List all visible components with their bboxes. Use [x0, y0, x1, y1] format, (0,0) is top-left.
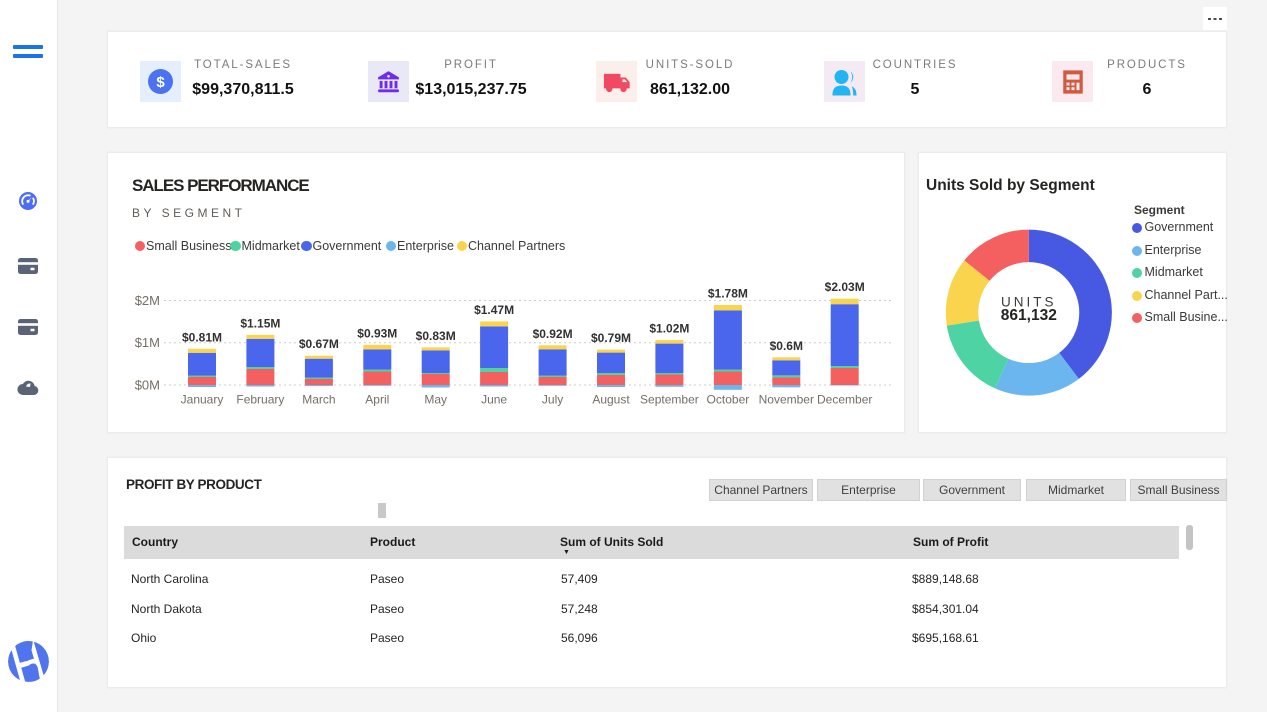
- svg-text:January: January: [181, 393, 224, 407]
- svg-text:861,132: 861,132: [1001, 307, 1057, 324]
- svg-text:$0M: $0M: [135, 378, 160, 393]
- svg-text:December: December: [817, 393, 872, 407]
- svg-text:February: February: [236, 393, 284, 407]
- svg-text:$0.92M: $0.92M: [533, 327, 573, 341]
- svg-text:$1.78M: $1.78M: [708, 287, 748, 301]
- svg-text:$1.47M: $1.47M: [474, 303, 514, 317]
- svg-text:July: July: [542, 393, 563, 407]
- svg-text:$0.93M: $0.93M: [357, 326, 397, 340]
- svg-text:UNITS: UNITS: [1001, 294, 1057, 309]
- svg-text:October: October: [707, 393, 750, 407]
- svg-text:April: April: [365, 393, 389, 407]
- svg-text:May: May: [424, 393, 447, 407]
- svg-text:June: June: [481, 393, 507, 407]
- svg-text:November: November: [759, 393, 814, 407]
- svg-text:August: August: [592, 393, 630, 407]
- svg-text:$0.6M: $0.6M: [770, 339, 803, 353]
- svg-text:$0.67M: $0.67M: [299, 337, 339, 351]
- svg-text:September: September: [640, 393, 699, 407]
- svg-text:March: March: [302, 393, 335, 407]
- svg-text:$: $: [156, 74, 165, 91]
- svg-text:$0.83M: $0.83M: [416, 329, 456, 343]
- svg-text:$0.81M: $0.81M: [182, 330, 222, 344]
- svg-text:$1.15M: $1.15M: [240, 316, 280, 330]
- svg-text:$0.79M: $0.79M: [591, 331, 631, 345]
- svg-text:$1M: $1M: [135, 335, 160, 350]
- svg-text:$1.02M: $1.02M: [649, 322, 689, 336]
- svg-text:$2M: $2M: [135, 293, 160, 308]
- svg-text:$2.03M: $2.03M: [825, 280, 865, 294]
